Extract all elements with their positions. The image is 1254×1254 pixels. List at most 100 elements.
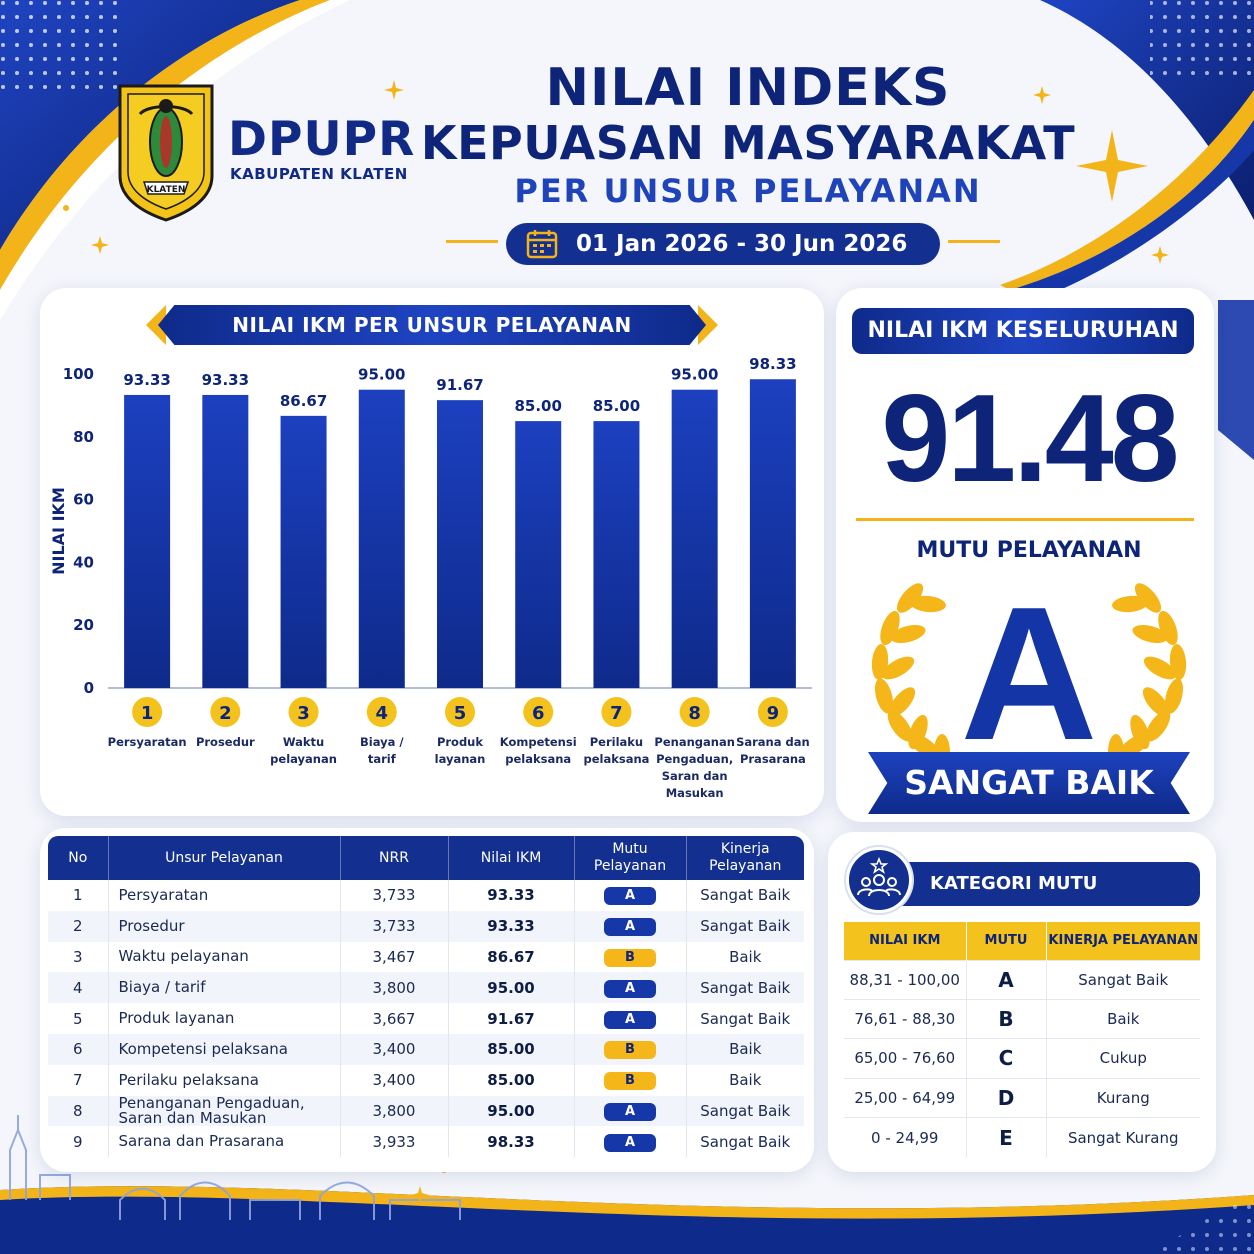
category-label: Persyaratan	[108, 735, 187, 749]
category-row: 25,00 - 64,99 D Kurang	[844, 1077, 1200, 1118]
cell-no: 8	[48, 1095, 109, 1127]
y-tick-label: 40	[73, 553, 94, 571]
category-label: Prasarana	[740, 752, 806, 766]
cat-header-nilai: NILAI IKM	[844, 922, 967, 960]
bar-value-label: 95.00	[358, 366, 405, 384]
category-number-badge	[601, 697, 632, 727]
cell-nrr: 3,400	[340, 1033, 449, 1065]
mutu-badge: A	[604, 887, 656, 906]
bar	[280, 415, 327, 688]
mutu-badge: A	[604, 1102, 656, 1121]
cell-no: 5	[48, 1003, 109, 1034]
category-icon-badge	[846, 847, 912, 913]
cat-header-kinerja: KINERJA PELAYANAN	[1046, 922, 1200, 960]
cell-mutu: B	[574, 941, 687, 973]
table-row: 5 Produk layanan 3,667 91.67 A Sangat Baik	[48, 1003, 804, 1034]
chart-title: NILAI IKM PER UNSUR PELAYANAN	[158, 305, 706, 345]
mutu-badge: B	[604, 1072, 656, 1091]
category-label: Penanganan	[654, 735, 735, 749]
table-row: 4 Biaya / tarif 3,800 95.00 A Sangat Baik	[48, 972, 804, 1004]
cell-mutu: A	[574, 1003, 687, 1034]
people-star-icon	[857, 856, 901, 897]
category-number: 9	[767, 703, 780, 724]
bar-value-label: 91.67	[436, 376, 483, 394]
category-label: Kompetensi	[500, 735, 577, 749]
bar-value-label: 98.33	[749, 355, 796, 373]
col-header-mutu-line2: Pelayanan	[593, 858, 667, 874]
cell-mutu: B	[574, 1064, 687, 1096]
cat-cell-range: 88,31 - 100,00	[844, 959, 967, 1000]
page-title-line-1: NILAI INDEKS	[545, 58, 951, 118]
laurel-leaf	[1158, 610, 1178, 646]
category-number: 4	[376, 703, 389, 724]
laurel-leaf	[1134, 583, 1162, 613]
cell-nrr: 3,733	[340, 910, 449, 942]
cat-cell-kinerja: Sangat Kurang	[1046, 1117, 1200, 1157]
cat-cell-kinerja: Baik	[1046, 998, 1200, 1039]
category-label: pelaksana	[583, 752, 649, 766]
table-row: 1 Persyaratan 3,733 93.33 A Sangat Baik	[48, 880, 804, 911]
cell-kinerja: Baik	[686, 1033, 804, 1065]
cell-mutu: B	[574, 1033, 687, 1065]
category-label: Perilaku	[590, 735, 643, 749]
overall-grade-letter: A	[960, 568, 1098, 780]
cell-kinerja: Sangat Baik	[686, 1095, 804, 1127]
col-header-mutu: Mutu Pelayanan	[574, 836, 687, 880]
mutu-badge: A	[604, 1133, 656, 1152]
mutu-badge: B	[604, 1041, 656, 1060]
mutu-badge: A	[604, 1010, 656, 1029]
y-tick-label: 100	[63, 365, 94, 383]
cat-cell-mutu: D	[966, 1077, 1047, 1118]
laurel-leaf	[888, 687, 916, 717]
y-tick-label: 80	[73, 428, 94, 446]
period-badge: 01 Jan 2026 - 30 Jun 2026	[506, 223, 940, 265]
category-number: 7	[610, 703, 623, 724]
table-row: 6 Kompetensi pelaksana 3,400 85.00 B Baik	[48, 1033, 804, 1065]
cell-kinerja: Sangat Baik	[700, 1132, 791, 1151]
mutu-badge: B	[604, 948, 656, 967]
category-label: Sarana dan	[736, 735, 810, 749]
table-row: 8 Penanganan Pengaduan, Saran dan Masukan…	[48, 1096, 804, 1127]
cell-unsur: Perilaku pelaksana	[108, 1064, 341, 1096]
cell-nilai: 98.33	[448, 1126, 575, 1158]
cell-unsur: Waktu pelayanan	[108, 941, 341, 973]
category-table-header: NILAI IKM MUTU KINERJA PELAYANAN	[844, 922, 1200, 960]
category-table: NILAI IKM MUTU KINERJA PELAYANAN 88,31 -…	[844, 922, 1200, 1157]
bar	[593, 421, 640, 688]
y-tick-label: 60	[73, 491, 94, 509]
col-header-mutu-line1: Mutu	[612, 841, 648, 857]
cell-kinerja: Sangat Baik	[686, 972, 804, 1004]
cell-mutu: A	[574, 910, 687, 942]
laurel-leaf	[881, 656, 915, 680]
bar	[515, 421, 562, 688]
cell-kinerja: Sangat Baik	[686, 910, 804, 942]
table-row: 2 Prosedur 3,733 93.33 A Sangat Baik	[48, 910, 804, 942]
cell-nrr: 3,400	[340, 1064, 449, 1096]
cell-nilai: 95.00	[448, 972, 575, 1004]
laurel-leaf	[880, 610, 900, 646]
category-number: 8	[688, 703, 701, 724]
y-tick-label: 20	[73, 616, 94, 634]
category-label: Biaya /	[360, 735, 404, 749]
category-number: 3	[297, 703, 310, 724]
col-header-no: No	[48, 836, 109, 880]
cell-no: 4	[48, 972, 109, 1004]
cell-mutu: A	[574, 1126, 687, 1158]
cell-kinerja: Baik	[729, 1071, 762, 1090]
category-label: tarif	[368, 752, 397, 766]
category-label: Produk	[437, 735, 483, 749]
table-row: 3 Waktu pelayanan 3,467 86.67 B Baik	[48, 941, 804, 973]
detail-table: No Unsur Pelayanan NRR Nilai IKM Mutu Pel…	[48, 836, 804, 1158]
cell-unsur: Prosedur	[108, 910, 341, 942]
laurel-leaf	[887, 710, 913, 742]
date-divider-left	[446, 240, 498, 243]
period-text: 01 Jan 2026 - 30 Jun 2026	[576, 231, 908, 257]
cell-nrr: 3,733	[340, 880, 449, 911]
cell-nilai: 91.67	[448, 1003, 575, 1034]
category-row: 76,61 - 88,30 B Baik	[844, 998, 1200, 1039]
mutu-label: MUTU PELAYANAN	[916, 538, 1142, 563]
cat-cell-mutu: E	[966, 1117, 1047, 1157]
bar	[671, 389, 718, 688]
